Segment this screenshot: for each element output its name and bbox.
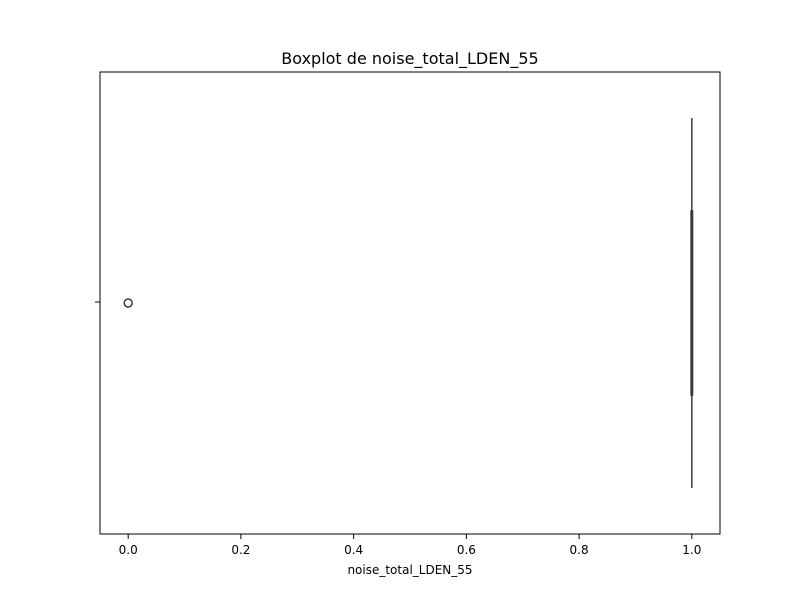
plot-area-frame [99, 71, 721, 535]
x-tick-label: 0.8 [570, 543, 589, 557]
outlier-point [123, 298, 133, 308]
x-tick-label: 1.0 [682, 543, 701, 557]
chart-title: Boxplot de noise_total_LDEN_55 [281, 49, 538, 69]
x-axis-ticks: 0.0 0.2 0.4 0.6 0.8 1.0 [119, 534, 701, 557]
box-layer [123, 118, 694, 488]
x-tick-label: 0.0 [119, 543, 138, 557]
x-tick-label: 0.2 [231, 543, 250, 557]
x-tick-label: 0.6 [457, 543, 476, 557]
x-tick-label: 0.4 [344, 543, 363, 557]
x-axis-label: noise_total_LDEN_55 [347, 563, 472, 577]
